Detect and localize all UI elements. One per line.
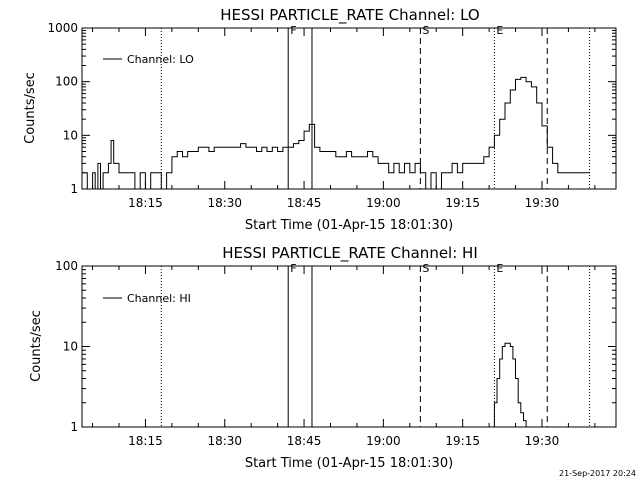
x-axis-label-hi: Start Time (01-Apr-15 18:01:30): [245, 456, 453, 471]
ticks-hi: 18:15 18:30 18:45 19:00 19:15 19:30 1 10 100: [55, 259, 616, 448]
y-tick-label: 1: [70, 420, 78, 434]
x-tick-label: 19:15: [445, 196, 480, 210]
x-tick-label: 18:30: [207, 196, 242, 210]
ticks-lo: 18:15 18:30 18:45 19:00 19:15 19:30 1 10 100 1000: [47, 21, 616, 210]
plot-frame-lo: [81, 27, 617, 190]
y-tick-label: 100: [55, 259, 78, 273]
timestamp: 21-Sep-2017 20:24: [559, 469, 636, 478]
event-marker-label: F: [290, 24, 296, 37]
event-marker-label: S: [422, 24, 429, 37]
panel-hi: HESSI PARTICLE_RATE Channel: HI 18:15 18:…: [29, 244, 617, 471]
chart-title-lo: HESSI PARTICLE_RATE Channel: LO: [220, 6, 479, 25]
y-tick-label: 100: [55, 75, 78, 89]
y-axis-label-hi: Counts/sec: [29, 310, 44, 382]
x-tick-label: 18:45: [287, 434, 322, 448]
y-axis-label-lo: Counts/sec: [23, 72, 38, 144]
x-tick-label: 19:00: [366, 434, 401, 448]
x-tick-label: 18:30: [207, 434, 242, 448]
y-tick-label: 10: [63, 340, 78, 354]
x-tick-label: 19:00: [366, 196, 401, 210]
x-tick-label: 18:15: [128, 196, 163, 210]
event-marker-label: S: [422, 262, 429, 275]
event-marker-label: E: [496, 24, 503, 37]
plot-frame-hi: [81, 265, 617, 428]
legend-label-hi: Channel: HI: [127, 292, 191, 305]
x-tick-label: 18:45: [287, 196, 322, 210]
x-tick-label: 19:15: [445, 434, 480, 448]
series-line-lo: [82, 76, 590, 190]
y-tick-label: 10: [63, 128, 78, 142]
chart-title-hi: HESSI PARTICLE_RATE Channel: HI: [222, 244, 478, 263]
x-tick-label: 18:15: [128, 434, 163, 448]
y-tick-label: 1: [70, 182, 78, 196]
panel-lo: HESSI PARTICLE_RATE Channel: LO 18:15 18:…: [23, 6, 617, 233]
event-marker-label: F: [290, 262, 296, 275]
legend-label-lo: Channel: LO: [127, 53, 194, 66]
event-marker-label: E: [496, 262, 503, 275]
x-tick-label: 19:30: [525, 434, 560, 448]
y-tick-label: 1000: [47, 21, 78, 35]
x-axis-label-lo: Start Time (01-Apr-15 18:01:30): [245, 218, 453, 233]
series-line-hi: [491, 342, 527, 428]
x-tick-label: 19:30: [525, 196, 560, 210]
